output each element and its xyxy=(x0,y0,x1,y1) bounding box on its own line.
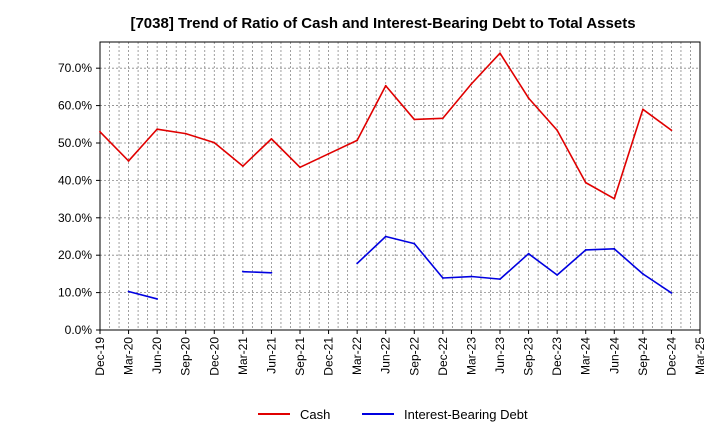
series-debt-point xyxy=(241,270,244,273)
y-tick-label: 40.0% xyxy=(58,173,92,187)
series-cash-point xyxy=(127,160,130,162)
x-tick-label: Sep-24 xyxy=(636,337,650,376)
x-tick-label: Jun-24 xyxy=(607,337,621,374)
series-cash-point xyxy=(356,139,359,142)
x-tick-label: Mar-23 xyxy=(464,337,478,375)
x-tick-label: Mar-20 xyxy=(122,337,136,375)
y-tick-label: 20.0% xyxy=(58,248,92,262)
plot-frame xyxy=(99,41,701,331)
grid xyxy=(100,42,700,330)
series-cash-point xyxy=(241,165,244,168)
y-tick-label: 10.0% xyxy=(58,286,92,300)
series-debt-point xyxy=(413,242,416,245)
legend-debt-label: Interest-Bearing Debt xyxy=(404,407,528,422)
series-cash-point xyxy=(299,166,301,169)
series-cash-point xyxy=(213,141,216,144)
x-tick-label: Dec-21 xyxy=(322,337,336,376)
series-lines xyxy=(99,52,673,300)
x-axis: Dec-19 Mar-20 Jun-20 Sep-20 Dec-20 Mar-21 Jun-… xyxy=(93,330,707,376)
series-cash-point xyxy=(270,137,273,140)
y-tick-label: 50.0% xyxy=(58,136,92,150)
x-tick-label: Mar-24 xyxy=(579,337,593,375)
series-cash-point xyxy=(156,128,159,131)
series-debt-point xyxy=(127,290,130,293)
x-tick-label: Sep-23 xyxy=(522,337,536,376)
series-debt-point xyxy=(527,252,530,255)
x-tick-label: Sep-21 xyxy=(293,337,307,376)
series-cash-point xyxy=(470,82,473,85)
x-tick-label: Mar-21 xyxy=(236,337,250,375)
x-tick-label: Mar-22 xyxy=(350,337,364,375)
series-debt-line xyxy=(356,235,672,294)
series-debt-point xyxy=(270,271,273,274)
series-cash-point xyxy=(527,97,530,100)
x-tick-label: Jun-20 xyxy=(150,337,164,374)
chart-title: [7038] Trend of Ratio of Cash and Intere… xyxy=(130,15,635,32)
series-cash-point xyxy=(384,84,387,87)
x-tick-label: Sep-22 xyxy=(407,337,421,376)
series-debt-line xyxy=(242,270,272,274)
series-cash-point xyxy=(499,52,501,55)
series-cash-point xyxy=(99,130,101,133)
series-cash-point xyxy=(641,108,644,111)
y-tick-label: 70.0% xyxy=(58,61,92,75)
series-debt-point xyxy=(156,298,159,300)
series-debt-point xyxy=(441,277,444,279)
legend-cash-label: Cash xyxy=(300,407,330,422)
series-debt-point xyxy=(356,262,359,265)
x-tick-label: Dec-22 xyxy=(436,337,450,376)
series-cash-point xyxy=(184,132,187,135)
series-debt-point xyxy=(641,272,644,275)
x-tick-label: Jun-22 xyxy=(379,337,393,374)
x-tick-label: Mar-25 xyxy=(693,337,707,375)
series-cash-point xyxy=(327,152,330,155)
x-tick-label: Dec-23 xyxy=(550,337,564,376)
series-debt-point xyxy=(499,278,501,281)
series-cash-point xyxy=(413,118,416,121)
series-debt-point xyxy=(384,235,387,238)
x-tick-label: Dec-20 xyxy=(207,337,221,376)
legend: Cash Interest-Bearing Debt xyxy=(258,407,528,422)
series-cash-point xyxy=(584,181,587,184)
y-tick-label: 60.0% xyxy=(58,99,92,113)
series-cash-point xyxy=(556,129,559,132)
series-debt-point xyxy=(670,292,673,294)
x-tick-label: Dec-24 xyxy=(664,337,678,376)
x-tick-label: Sep-20 xyxy=(179,337,193,376)
series-cash-point xyxy=(670,129,673,132)
y-axis: 0.0% 10.0% 20.0% 30.0% 40.0% 50.0% 60.0% 70.0% xyxy=(58,61,100,337)
x-tick-label: Dec-19 xyxy=(93,337,107,376)
series-debt-point xyxy=(584,249,587,251)
series-debt-point xyxy=(556,274,559,276)
x-tick-label: Jun-23 xyxy=(493,337,507,374)
series-cash-point xyxy=(613,197,616,200)
series-debt-point xyxy=(613,247,616,250)
series-debt-line xyxy=(128,290,158,300)
series-cash-point xyxy=(441,117,444,120)
series-debt-point xyxy=(470,275,473,278)
y-tick-label: 0.0% xyxy=(65,323,93,337)
x-tick-label: Jun-21 xyxy=(264,337,278,374)
y-tick-label: 30.0% xyxy=(58,211,92,225)
